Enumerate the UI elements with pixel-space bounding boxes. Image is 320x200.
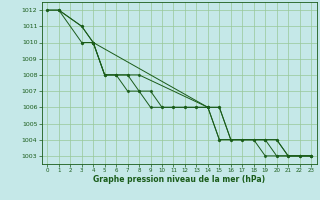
X-axis label: Graphe pression niveau de la mer (hPa): Graphe pression niveau de la mer (hPa)	[93, 175, 265, 184]
